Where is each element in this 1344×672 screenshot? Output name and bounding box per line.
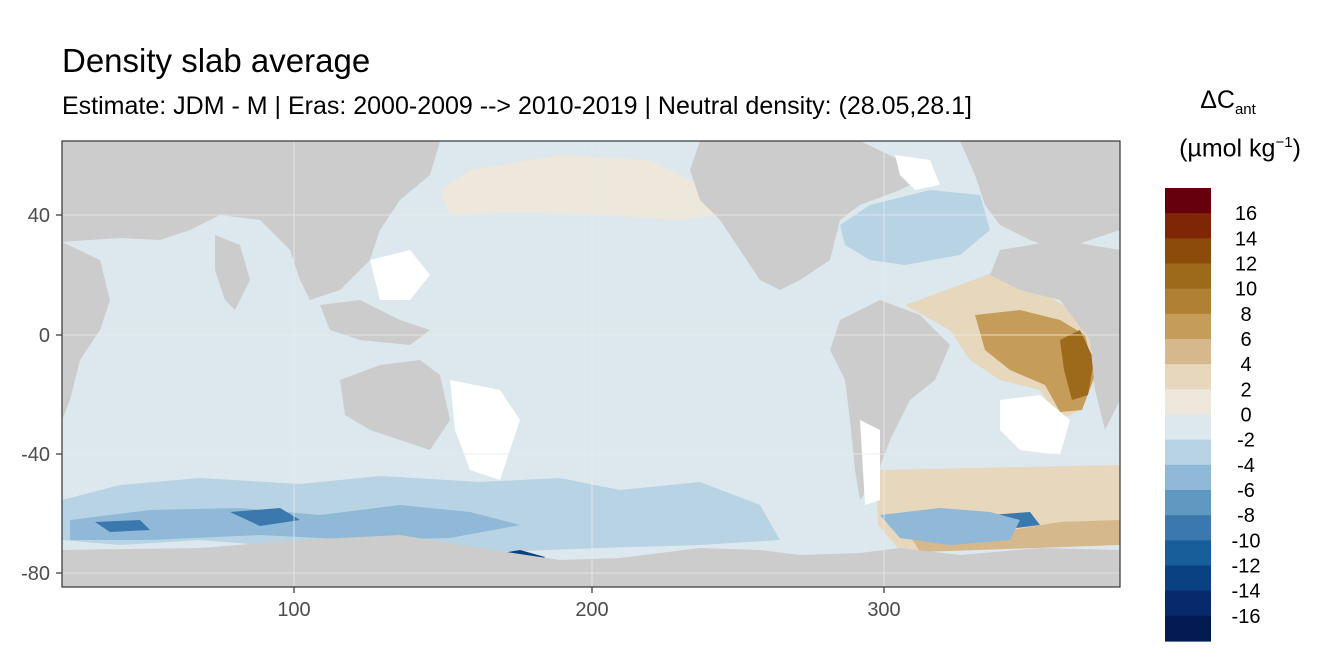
legend-title-symbol: ΔCant [1168, 86, 1288, 118]
legend-colorbar [1165, 188, 1211, 642]
y-tick-label-0: 0 [39, 325, 50, 347]
map-layers [62, 141, 1120, 587]
legend-tick-label: -2 [1237, 430, 1255, 452]
legend-tick-label: 10 [1235, 279, 1257, 301]
legend-color-swatch [1165, 540, 1211, 567]
legend-tick-label: 0 [1240, 405, 1251, 427]
legend-title-unit: (µmol kg−1) [1160, 134, 1320, 163]
legend-tick-label: 12 [1235, 254, 1257, 276]
legend-symbol: ΔC [1200, 86, 1235, 114]
north-atlantic-negative-patch [840, 190, 990, 265]
legend-color-swatch [1165, 515, 1211, 541]
legend-tick-label: -12 [1232, 556, 1261, 578]
legend-unit-suffix: ) [1292, 134, 1301, 163]
legend-tick-label: -16 [1232, 606, 1261, 628]
x-tick-label-200: 200 [575, 599, 608, 621]
y-tick-label-m80: -80 [21, 563, 50, 585]
greenland-europe-landmass [960, 141, 1120, 250]
no-data-south-atlantic-coast [1000, 395, 1070, 455]
legend-tick-label: 14 [1235, 228, 1257, 250]
legend-tick-label: -8 [1237, 505, 1255, 527]
legend-color-swatch [1165, 490, 1211, 516]
legend-tick-label: -10 [1232, 530, 1261, 552]
legend-tick-label: 4 [1240, 354, 1251, 376]
legend-tick-label: 8 [1240, 304, 1251, 326]
legend-tick-label: 16 [1235, 203, 1257, 225]
legend-color-swatch [1165, 339, 1211, 365]
legend-color-swatch [1165, 288, 1211, 315]
australia-landmass [340, 360, 450, 450]
maritime-continent [320, 300, 430, 345]
legend-color-swatch [1165, 439, 1211, 466]
legend-color-swatch [1165, 238, 1211, 265]
africa-east-landmass [62, 242, 110, 420]
legend-color-swatch [1165, 389, 1211, 416]
legend-tick-label: -6 [1237, 480, 1255, 502]
legend-color-swatch [1165, 213, 1211, 239]
africa-west-landmass [990, 240, 1120, 430]
legend-color-swatch [1165, 615, 1211, 642]
no-data-hudson [895, 155, 940, 190]
legend-color-swatch [1165, 414, 1211, 441]
axis-tick-labels: 100 200 300 40 0 -40 -80 [21, 205, 901, 621]
south-america-landmass [830, 300, 950, 500]
atlantic-positive-patch-strong [1060, 330, 1094, 400]
plot-title: Density slab average [62, 42, 371, 79]
no-data-regions [370, 155, 1070, 505]
legend-tick-label: 2 [1240, 379, 1251, 401]
legend-subscript: ant [1234, 101, 1256, 118]
grid-lines [62, 141, 1120, 587]
legend-color-swatch [1165, 565, 1211, 592]
legend-tick-label: -4 [1237, 455, 1255, 477]
y-tick-label-m40: -40 [21, 444, 50, 466]
x-tick-label-100: 100 [277, 599, 310, 621]
legend-tick-labels: 16 14 12 10 8 6 4 2 0 -2 -4 -6 -8 -10 -12 -14 -16 [1232, 203, 1261, 628]
x-tick-label-300: 300 [867, 599, 900, 621]
legend-color-swatch [1165, 263, 1211, 290]
legend-tick-label: -14 [1232, 581, 1261, 603]
y-tick-label-40: 40 [28, 205, 50, 227]
legend-unit-prefix: (µmol kg [1179, 134, 1276, 163]
eurasia-landmass [62, 141, 440, 300]
indian-subcontinent [215, 235, 250, 310]
north-pacific-positive-patch [440, 155, 720, 220]
no-data-south-china-sea [370, 250, 430, 300]
land-masses [62, 141, 1120, 587]
legend-tick-label: 6 [1240, 329, 1251, 351]
weddell-negative-patch [880, 508, 1020, 545]
legend-unit-exponent: −1 [1275, 134, 1293, 151]
plot-subtitle: Estimate: JDM - M | Eras: 2000-2009 --> … [62, 92, 972, 120]
legend-color-swatch [1165, 313, 1211, 340]
legend-color-swatch [1165, 590, 1211, 617]
southern-ocean-negative-strong [95, 508, 1040, 532]
legend-color-swatch [1165, 364, 1211, 390]
map-panel-border [61, 140, 1121, 588]
axis-ticks [56, 214, 885, 593]
legend-color-swatch [1165, 464, 1211, 491]
antarctica-landmass [62, 535, 1120, 587]
legend-color-swatch [1165, 188, 1211, 214]
southern-ocean-negative-deeper [70, 505, 520, 540]
no-data-tasman [450, 380, 520, 480]
no-data-patagonia [860, 420, 880, 505]
